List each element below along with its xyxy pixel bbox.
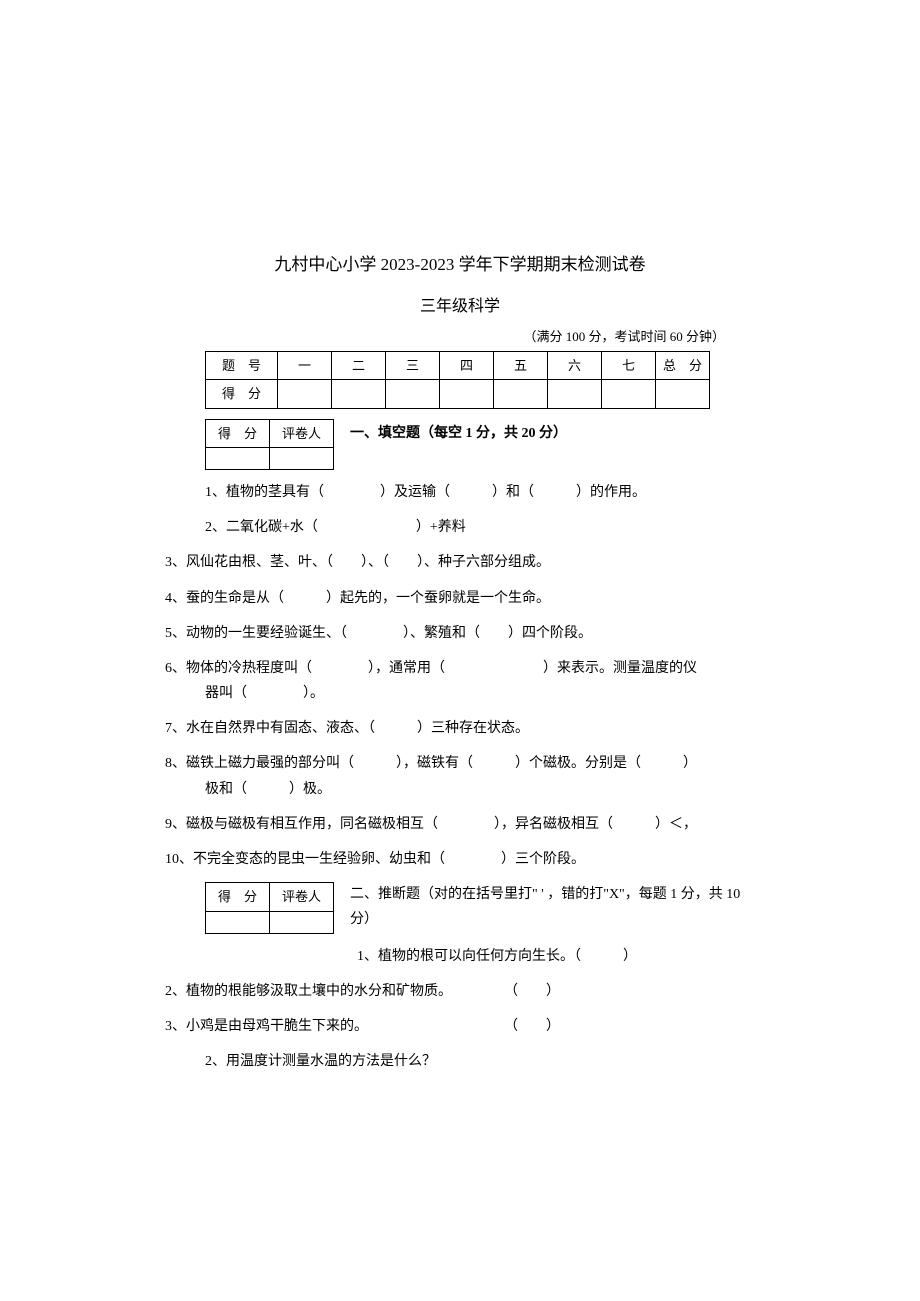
grader-empty-cell <box>270 911 334 933</box>
tf-q2-bracket: （ ） <box>504 979 560 1004</box>
score-table: 题 号 一 二 三 四 五 六 七 总 分 得 分 <box>205 351 710 409</box>
score-cell <box>548 380 602 408</box>
col-6: 六 <box>548 351 602 379</box>
tf-q3-text: 3、小鸡是由母鸡干脆生下来的。 <box>165 1014 368 1039</box>
section1-header-row: 得 分 评卷人 一、填空题（每空 1 分，共 20 分） <box>165 419 755 470</box>
question-7: 7、水在自然界中有固态、液态、（ ）三种存在状态。 <box>165 716 755 741</box>
table-row: 得 分 评卷人 <box>206 419 334 447</box>
col-7: 七 <box>602 351 656 379</box>
col-3: 三 <box>386 351 440 379</box>
tf-question-3: 3、小鸡是由母鸡干脆生下来的。 （ ） <box>165 1014 755 1039</box>
table-row <box>206 447 334 469</box>
score-label: 得 分 <box>206 380 278 408</box>
grader-table: 得 分 评卷人 <box>205 419 334 470</box>
question-4: 4、蚕的生命是从（ ）起先的，一个蚕卵就是一个生命。 <box>165 586 755 611</box>
exam-meta: （满分 100 分，考试时间 60 分钟） <box>165 325 755 348</box>
col-1: 一 <box>278 351 332 379</box>
section1-header: 一、填空题（每空 1 分，共 20 分） <box>334 419 755 446</box>
table-row: 得 分 <box>206 380 710 408</box>
table-row: 题 号 一 二 三 四 五 六 七 总 分 <box>206 351 710 379</box>
col-total: 总 分 <box>656 351 710 379</box>
question-8-line1: 8、磁铁上磁力最强的部分叫（ ），磁铁有（ ）个磁极。分别是（ ） <box>165 756 697 771</box>
question-10: 10、不完全变态的昆虫一生经验卵、幼虫和（ ）三个阶段。 <box>165 847 755 872</box>
header-label: 题 号 <box>206 351 278 379</box>
question-6-line2: 器叫（ ）。 <box>165 681 755 706</box>
question-6: 6、物体的冷热程度叫（ ），通常用（ ）来表示。测量温度的仪 器叫（ ）。 <box>165 656 755 706</box>
question-9: 9、磁极与磁极有相互作用，同名磁极相互（ ），异名磁极相互（ ）＜， <box>165 812 755 837</box>
grader-empty-cell <box>206 447 270 469</box>
grader-person-label: 评卷人 <box>270 419 334 447</box>
tf-q2-text: 2、植物的根能够汲取土壤中的水分和矿物质。 <box>165 979 452 1004</box>
tf-q3-bracket: （ ） <box>504 1014 560 1039</box>
question-8-line2: 极和（ ）极。 <box>165 777 755 802</box>
question-3: 3、风仙花由根、茎、叶、（ ）、（ ）、种子六部分组成。 <box>165 550 755 575</box>
score-cell <box>494 380 548 408</box>
score-cell <box>656 380 710 408</box>
question-1: 1、植物的茎具有（ ）及运输（ ）和（ ）的作用。 <box>165 480 755 505</box>
score-cell <box>278 380 332 408</box>
question-2: 2、二氧化碳+水（ ）+养料 <box>165 515 755 540</box>
grader-score-label: 得 分 <box>206 419 270 447</box>
score-cell <box>386 380 440 408</box>
grader-person-label: 评卷人 <box>270 883 334 911</box>
exam-subtitle: 三年级科学 <box>165 293 755 322</box>
score-cell <box>602 380 656 408</box>
question-6-line1: 6、物体的冷热程度叫（ ），通常用（ ）来表示。测量温度的仪 <box>165 661 697 676</box>
exam-title: 九村中心小学 2023-2023 学年下学期期末检测试卷 <box>165 250 755 281</box>
section2-header-row: 得 分 评卷人 二、推断题（对的在括号里打" ' ，错的打"X"，每题 1 分，… <box>165 882 755 933</box>
grader-table-2: 得 分 评卷人 <box>205 882 334 933</box>
tf-questions: 1、植物的根可以向任何方向生长。（ ） 2、植物的根能够汲取土壤中的水分和矿物质… <box>165 944 755 1040</box>
col-5: 五 <box>494 351 548 379</box>
col-2: 二 <box>332 351 386 379</box>
section2-header: 二、推断题（对的在括号里打" ' ，错的打"X"，每题 1 分，共 10 分） <box>334 882 755 932</box>
question-8: 8、磁铁上磁力最强的部分叫（ ），磁铁有（ ）个磁极。分别是（ ） 极和（ ）极… <box>165 751 755 801</box>
question-5: 5、动物的一生要经验诞生、（ ）、繁殖和（ ）四个阶段。 <box>165 621 755 646</box>
score-cell <box>440 380 494 408</box>
table-row: 得 分 评卷人 <box>206 883 334 911</box>
tf-question-1: 1、植物的根可以向任何方向生长。（ ） <box>165 944 755 969</box>
extra-question: 2、用温度计测量水温的方法是什么？ <box>165 1049 755 1074</box>
tf-question-2: 2、植物的根能够汲取土壤中的水分和矿物质。 （ ） <box>165 979 755 1004</box>
score-cell <box>332 380 386 408</box>
col-4: 四 <box>440 351 494 379</box>
table-row <box>206 911 334 933</box>
grader-score-label: 得 分 <box>206 883 270 911</box>
grader-empty-cell <box>206 911 270 933</box>
grader-empty-cell <box>270 447 334 469</box>
